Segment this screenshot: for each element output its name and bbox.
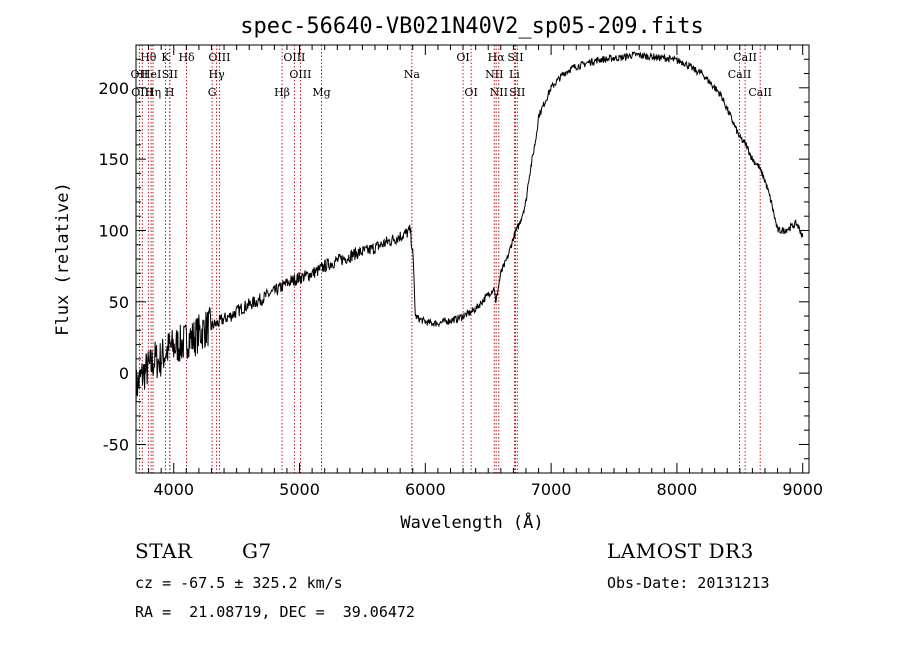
y-tick-label: 100 — [98, 221, 129, 240]
x-tick-label: 9000 — [782, 480, 823, 499]
subclass: G7 — [242, 539, 272, 563]
spectral-line-label: H — [165, 86, 175, 99]
x-axis-label: Wavelength (Å) — [400, 511, 543, 533]
y-tick-label: 200 — [98, 79, 129, 98]
spectral-line-label: HeI — [141, 68, 161, 81]
y-tick-label: 150 — [98, 150, 129, 169]
y-tick-label: -50 — [103, 435, 129, 454]
redshift-value: cz = -67.5 ± 325.2 km/s — [135, 574, 343, 592]
x-tick-label: 6000 — [405, 480, 446, 499]
spectrum-series — [135, 51, 804, 408]
y-tick-label: 0 — [119, 364, 129, 383]
plot-frame — [135, 44, 810, 474]
spectral-line-label: Hη — [145, 86, 161, 99]
object-class: STAR — [135, 539, 193, 563]
spectral-line-label: CaII — [728, 68, 752, 81]
spectral-line-label: Hδ — [178, 51, 195, 64]
spectral-line-label: Hθ — [140, 51, 157, 64]
coordinates: RA = 21.08719, DEC = 39.06472 — [135, 603, 415, 621]
spectral-line-label: SII — [509, 86, 525, 99]
spectral-line-label: OIII — [131, 86, 153, 99]
spectral-line-label: Hβ — [274, 86, 290, 99]
spectral-line-label: NII — [485, 68, 503, 81]
x-tick-label: 8000 — [657, 480, 698, 499]
spectral-line-label: OI — [464, 86, 477, 99]
chart-title: spec-56640-VB021N40V2_sp05-209.fits — [240, 14, 704, 39]
spectral-line-label: OI — [456, 51, 469, 64]
spectral-line-label: CaII — [733, 51, 757, 64]
spectral-line-label: OII — [131, 68, 149, 81]
spectral-line-label: OIII — [289, 68, 311, 81]
spectral-line-label: OIII — [283, 51, 305, 64]
x-tick-label: 5000 — [279, 480, 320, 499]
spectral-line-label: NII — [490, 86, 508, 99]
spectral-line-label: Mg — [312, 86, 330, 99]
spectral-line-label: Hγ — [209, 68, 226, 81]
spectral-line-label: CaII — [748, 86, 772, 99]
flux-line — [135, 51, 804, 408]
y-tick-label: 50 — [109, 293, 129, 312]
spectral-line-label: Li — [509, 68, 520, 81]
spectral-line-label: K — [161, 51, 170, 64]
axis-ticks: 4000 5000 6000 7000 8000 9000 -50 0 50 100 150 200 — [98, 44, 823, 499]
x-tick-label: 4000 — [153, 480, 194, 499]
obs-date: Obs-Date: 20131213 — [607, 574, 770, 592]
y-axis-label: Flux (relative) — [53, 182, 73, 336]
spectral-line-label: SII — [507, 51, 523, 64]
spectral-line-label: G — [208, 86, 217, 99]
spectral-line-label: OIII — [208, 51, 230, 64]
spectral-line-label: Na — [404, 68, 421, 81]
spectral-line-label: Hα — [488, 51, 506, 64]
x-tick-label: 7000 — [531, 480, 572, 499]
survey-name: LAMOST DR3 — [607, 539, 754, 563]
